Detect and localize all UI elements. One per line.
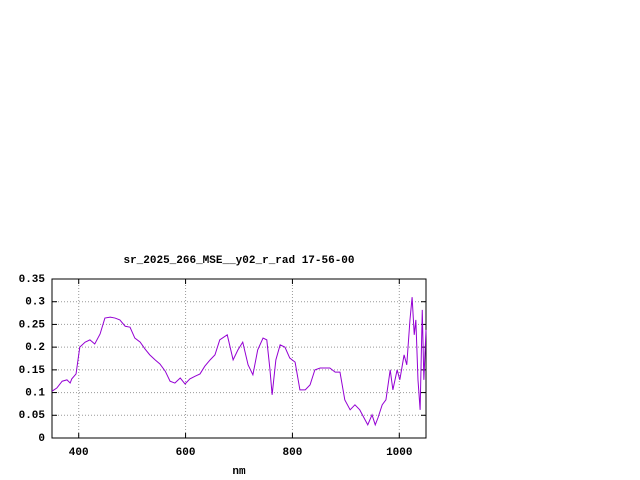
plot-border bbox=[51, 278, 427, 439]
chart-title: sr_2025_266_MSE__y02_r_rad 17-56-00 bbox=[123, 255, 354, 267]
x-tick-label: 600 bbox=[176, 447, 196, 459]
y-tick-label: 0.1 bbox=[25, 387, 45, 399]
y-tick-label: 0.15 bbox=[19, 365, 46, 377]
y-tick-label: 0.25 bbox=[19, 319, 46, 331]
y-tick-label: 0.35 bbox=[19, 274, 46, 286]
y-tick-label: 0 bbox=[38, 433, 45, 445]
data-line bbox=[51, 297, 427, 427]
y-tick-label: 0.05 bbox=[19, 410, 46, 422]
x-axis-label: nm bbox=[232, 466, 246, 478]
x-tick-label: 800 bbox=[283, 447, 303, 459]
y-tick-label: 0.3 bbox=[25, 297, 45, 309]
y-tick-label: 0.2 bbox=[25, 342, 45, 354]
x-tick-label: 1000 bbox=[386, 447, 412, 459]
x-tick-label: 400 bbox=[69, 447, 89, 459]
